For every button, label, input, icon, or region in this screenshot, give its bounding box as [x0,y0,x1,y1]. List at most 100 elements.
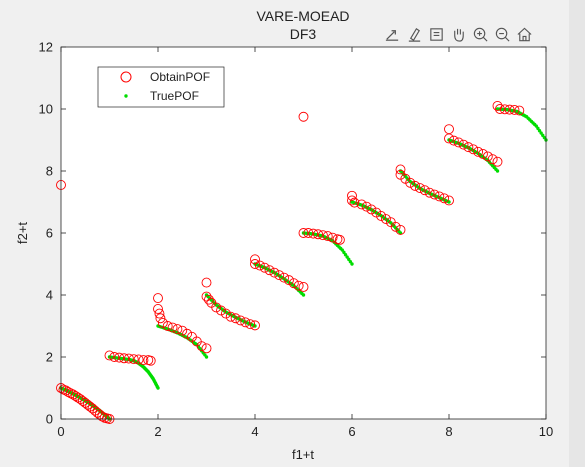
obtainpof-point [264,265,275,276]
y-axis-label: f2+t [15,222,30,244]
obtainpof-point [259,262,270,273]
pan-button[interactable] [448,24,468,44]
x-tick-label: 4 [251,424,258,439]
obtainpof-point [155,313,166,324]
export-icon [385,29,398,41]
datatip-icon [429,27,443,41]
obtainpof-point [240,317,251,328]
obtainpof-point [220,308,231,319]
obtainpof-point [308,228,319,239]
obtainpof-point [162,321,173,331]
x-tick-label: 10 [539,424,553,439]
obtainpof-point [254,260,265,271]
axes-box [60,46,547,420]
obtainpof-point [444,133,454,144]
obtainpof-point [356,199,367,210]
obtainpof-point [303,228,314,238]
obtainpof-point [123,353,134,364]
chart-title-line1: VARE-MOEAD [256,8,349,24]
chart-title-line2: DF3 [290,26,317,42]
datatip-button[interactable] [426,24,446,44]
obtainpof-point [279,272,290,283]
obtainpof-point [298,228,309,238]
obtainpof-point [225,311,236,322]
obtainpof-point [245,319,256,330]
obtainpof-point [361,201,372,212]
obtainpof-point [419,185,430,196]
obtainpof-point [177,325,188,336]
pan-icon [453,28,464,42]
obtainpof-point [68,389,79,400]
obtainpof-point [405,177,416,188]
y-tick-label: 6 [46,226,53,241]
axes-toolbar [382,24,534,46]
obtainpof-point [487,154,498,165]
obtainpof-point [269,267,280,278]
obtainpof-point [153,293,163,304]
obtainpof-point [109,352,120,362]
obtainpof-point [429,189,440,200]
series-layer [56,100,548,424]
x-tick-label: 2 [154,424,161,439]
obtainpof-point [298,281,309,292]
obtainpof-point [410,180,420,191]
obtainpof-point [478,148,488,159]
zoom-in-icon [473,27,488,42]
brush-button[interactable] [404,24,424,44]
zoom-in-button[interactable] [470,24,490,44]
obtainpof-point [414,183,425,194]
obtainpof-point [499,104,510,115]
y-tick-label: 12 [39,40,53,55]
obtainpof-point [473,146,484,157]
obtainpof-point [196,341,207,352]
y-tick-label: 2 [46,350,53,365]
brush-icon [408,27,420,42]
obtainpof-point [172,324,183,335]
home-icon [517,27,531,41]
obtainpof-point [153,304,163,314]
obtainpof-point [376,210,387,221]
obtainpof-point [203,294,214,305]
truepof-point [398,231,403,235]
truepof-point [350,262,354,266]
obtainpof-point [145,355,156,366]
obtainpof-point [347,190,357,201]
obtainpof-point [395,224,406,235]
obtainpof-point [154,308,165,319]
obtainpof-point [65,388,76,399]
side-panel-strip [569,0,585,467]
legend-box [97,66,225,108]
obtainpof-point [327,232,338,243]
obtainpof-point [334,234,345,245]
y-tick-label: 8 [46,164,53,179]
truepof-point [204,355,209,359]
y-tick-label: 0 [46,412,53,427]
obtainpof-point [216,305,227,316]
obtainpof-point [73,392,83,403]
zoom-out-icon [495,27,510,42]
tick-labels: 0 2 4 6 8 10 0 2 4 6 8 10 12 [39,40,554,440]
obtainpof-point [349,197,360,208]
legend-marker-obtainpof [120,71,132,83]
truepof-point [156,386,160,390]
truepof-point [301,293,306,297]
obtainpof-point [235,315,246,326]
zoom-out-button[interactable] [492,24,512,44]
obtainpof-point [230,313,241,324]
obtainpof-point [201,277,212,288]
obtainpof-point [182,328,193,339]
export-button[interactable] [382,24,402,44]
obtainpof-point [504,104,515,115]
obtainpof-point [313,229,323,240]
obtainpof-point [371,207,382,218]
y-tick-label: 10 [39,102,53,117]
obtainpof-point [298,111,309,122]
obtainpof-point [293,280,304,291]
obtainpof-point [390,221,401,232]
home-button[interactable] [514,24,534,44]
obtainpof-point [463,142,474,153]
y-tick-label: 4 [46,288,53,303]
obtainpof-point [114,352,125,363]
obtainpof-point [288,278,299,289]
